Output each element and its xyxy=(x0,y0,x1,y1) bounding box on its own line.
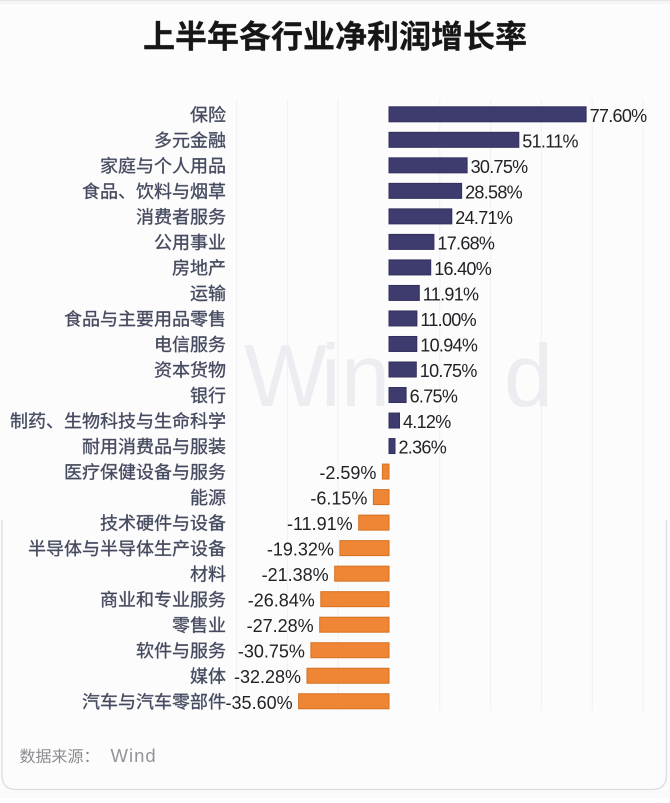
svg-text:16.40%: 16.40% xyxy=(434,259,492,279)
svg-text:4.12%: 4.12% xyxy=(403,412,451,432)
svg-text:10.75%: 10.75% xyxy=(420,361,478,381)
svg-text:Wind: Wind xyxy=(111,745,157,766)
svg-text:-6.15%: -6.15% xyxy=(310,489,367,509)
svg-text:W: W xyxy=(244,326,327,425)
svg-text:24.71%: 24.71% xyxy=(455,208,513,228)
svg-text:-35.60%: -35.60% xyxy=(226,693,293,713)
svg-text:10.94%: 10.94% xyxy=(420,336,478,356)
svg-text:-21.38%: -21.38% xyxy=(262,565,329,585)
svg-text:2.36%: 2.36% xyxy=(399,438,447,458)
svg-text:-30.75%: -30.75% xyxy=(238,642,305,662)
svg-text:-27.28%: -27.28% xyxy=(247,616,314,636)
svg-text:-32.28%: -32.28% xyxy=(234,667,301,687)
svg-text:-19.32%: -19.32% xyxy=(267,540,334,560)
svg-text:n: n xyxy=(341,326,390,425)
svg-text:i: i xyxy=(321,326,341,425)
svg-text:6.75%: 6.75% xyxy=(410,387,458,407)
svg-text:17.68%: 17.68% xyxy=(437,233,495,253)
svg-text:-11.91%: -11.91% xyxy=(287,514,353,534)
svg-text:11.91%: 11.91% xyxy=(423,284,479,304)
svg-text:d: d xyxy=(504,326,553,425)
svg-text:11.00%: 11.00% xyxy=(420,310,476,330)
svg-text:-2.59%: -2.59% xyxy=(319,463,376,483)
svg-text:-26.84%: -26.84% xyxy=(248,591,315,611)
svg-text:30.75%: 30.75% xyxy=(471,157,529,177)
svg-text:28.58%: 28.58% xyxy=(465,182,523,202)
svg-text:77.60%: 77.60% xyxy=(590,106,648,126)
svg-text:51.11%: 51.11% xyxy=(522,131,578,151)
